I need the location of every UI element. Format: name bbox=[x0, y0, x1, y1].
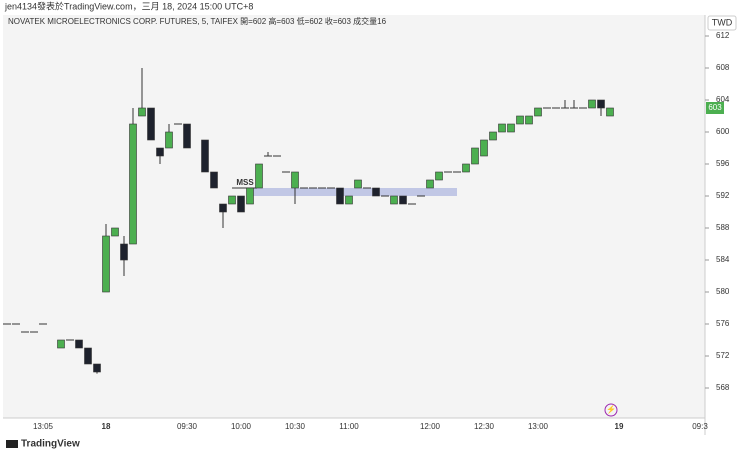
brand-logo bbox=[6, 440, 18, 448]
candle-body bbox=[462, 163, 470, 173]
annotation: MSS bbox=[236, 178, 254, 187]
x-tick-label: 10:00 bbox=[231, 422, 252, 431]
candle-body bbox=[93, 363, 101, 373]
y-tick-label: 588 bbox=[716, 223, 730, 232]
x-tick-label: 12:00 bbox=[420, 422, 441, 431]
candle-body bbox=[75, 339, 83, 349]
candle-body bbox=[102, 235, 110, 293]
candle-body bbox=[435, 171, 443, 181]
y-tick-label: 584 bbox=[716, 255, 730, 264]
y-tick-label: 576 bbox=[716, 319, 730, 328]
candle-body bbox=[471, 147, 479, 165]
y-tick-label: 608 bbox=[716, 63, 730, 72]
source-line: jen4134發表於TradingView.com，三月 18, 2024 15… bbox=[4, 0, 253, 11]
candle-body bbox=[228, 195, 236, 205]
candle-body bbox=[606, 107, 614, 117]
candle-body bbox=[426, 179, 434, 189]
candle-body bbox=[507, 123, 515, 133]
candle-body bbox=[498, 123, 506, 133]
candle-body bbox=[183, 123, 191, 149]
x-tick-label: 18 bbox=[102, 422, 111, 431]
candle-body bbox=[246, 187, 254, 205]
brand: TradingView bbox=[21, 439, 80, 450]
y-tick-label: 596 bbox=[716, 159, 730, 168]
candle-body bbox=[390, 195, 398, 205]
candle-body bbox=[219, 203, 227, 213]
candle-body bbox=[597, 99, 605, 109]
y-tick-label: 568 bbox=[716, 383, 730, 392]
candle-body bbox=[489, 131, 497, 141]
last-price-box bbox=[706, 102, 724, 114]
candle-body bbox=[399, 195, 407, 205]
plot-background bbox=[3, 15, 705, 418]
candle-body bbox=[534, 107, 542, 117]
x-tick-label: 13:05 bbox=[33, 422, 54, 431]
x-tick-label: 11:00 bbox=[339, 422, 359, 431]
candle-body bbox=[480, 139, 488, 157]
x-tick-label: 12:30 bbox=[474, 422, 495, 431]
x-tick-label: 13:00 bbox=[528, 422, 549, 431]
candle-body bbox=[345, 195, 353, 205]
y-tick-label: 572 bbox=[716, 351, 730, 360]
candle-body bbox=[165, 131, 173, 149]
candle-body bbox=[525, 115, 533, 125]
candle-body bbox=[354, 179, 362, 189]
x-tick-label: 09:30 bbox=[177, 422, 198, 431]
candle-body bbox=[147, 107, 155, 141]
candle-body bbox=[588, 99, 596, 109]
candle-body bbox=[120, 243, 128, 261]
candle-body bbox=[57, 339, 65, 349]
x-tick-label: 10:30 bbox=[285, 422, 306, 431]
currency: TWD bbox=[712, 17, 733, 27]
candle-body bbox=[210, 171, 218, 189]
last-price: 603 bbox=[708, 103, 722, 112]
currency-box bbox=[707, 15, 737, 31]
candle-body bbox=[138, 107, 146, 117]
candle-body bbox=[336, 187, 344, 205]
y-tick-label: 604 bbox=[716, 95, 730, 104]
candle-body bbox=[516, 115, 524, 125]
candle-body bbox=[255, 163, 263, 189]
candle-body bbox=[291, 171, 299, 189]
event-icon-glyph: ⚡ bbox=[606, 404, 616, 414]
candle-body bbox=[129, 123, 137, 245]
x-tick-label: 19 bbox=[615, 422, 624, 431]
event-icon[interactable] bbox=[604, 403, 618, 417]
candle-body bbox=[84, 347, 92, 365]
zone bbox=[253, 188, 457, 196]
chart-title: NOVATEK MICROELECTRONICS CORP. FUTURES, … bbox=[8, 16, 387, 26]
candle-body bbox=[111, 227, 119, 237]
x-tick-label: 09:3 bbox=[692, 422, 708, 431]
y-tick-label: 612 bbox=[716, 31, 730, 40]
y-tick-label: 580 bbox=[716, 287, 730, 296]
candle-body bbox=[372, 187, 380, 197]
y-tick-label: 600 bbox=[716, 127, 730, 136]
candle-body bbox=[201, 139, 209, 173]
candle-body bbox=[237, 195, 245, 213]
y-tick-label: 592 bbox=[716, 191, 730, 200]
candle-body bbox=[156, 147, 164, 157]
